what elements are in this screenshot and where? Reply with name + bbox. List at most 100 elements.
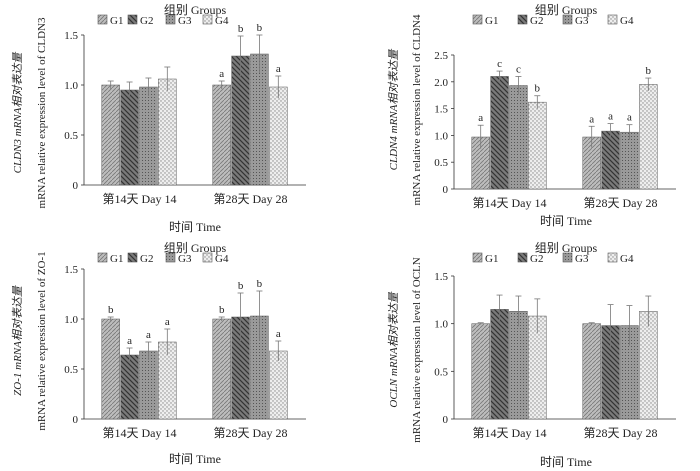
y-tick-label: 0.5	[434, 366, 448, 378]
significance-label: b	[257, 22, 263, 34]
legend-swatch-g1	[97, 14, 108, 25]
y-ticks: 0 0.5 1.0 1.5 2.0 2.5	[434, 50, 676, 196]
category-label: 第14天 Day 14	[473, 426, 547, 440]
bar-g4-0	[158, 78, 177, 186]
legend-swatch-g4	[607, 14, 618, 25]
category-label: 第28天 Day 28	[584, 196, 658, 210]
significance-label: a	[589, 113, 594, 125]
legend-swatch-g2	[127, 14, 138, 25]
chart-panel-zo1: 组别 Groups G1 G2 G3 G4 ZO-1 mRNA相对表达量 mRNA r…	[11, 241, 306, 466]
significance-label: a	[219, 68, 224, 80]
legend-label-g1: G1	[485, 253, 498, 265]
legend-title: 组别 Groups	[535, 3, 598, 17]
bar-g3-0	[139, 350, 158, 420]
y-tick-label: 2.0	[434, 77, 448, 89]
legend-swatch-g1	[472, 14, 483, 25]
y-axis-label-cn: OCLN mRNA相对表达量	[387, 291, 400, 407]
legend-label-g4: G4	[620, 15, 634, 27]
bar-g3-0	[509, 85, 528, 190]
legend-swatch-g2	[517, 252, 528, 263]
y-tick-label: 1.0	[434, 319, 448, 331]
bar-g4-1	[639, 311, 658, 420]
legend-label-g4: G4	[215, 15, 229, 27]
y-axis-label-en: mRNA relative expression level of OCLN	[411, 257, 423, 442]
category-labels: 第14天 Day 14 第28天 Day 28	[103, 426, 288, 440]
bar-g2-0	[120, 89, 139, 186]
significance-label: a	[146, 329, 151, 341]
legend-swatch-g1	[472, 252, 483, 263]
legend-label-g2: G2	[140, 15, 153, 27]
bar-g4-1	[269, 86, 288, 186]
y-tick-label: 1.0	[64, 80, 78, 92]
y-tick-label: 0	[443, 184, 449, 196]
y-axis-label-en: mRNA relative expression level of ZO-1	[36, 251, 48, 430]
bars	[471, 294, 658, 420]
y-tick-label: 2.5	[434, 50, 448, 62]
legend-label-g3: G3	[575, 253, 589, 265]
bar-g2-1	[601, 130, 620, 190]
bar-g2-0	[490, 76, 509, 190]
category-labels: 第14天 Day 14 第28天 Day 28	[103, 192, 288, 206]
legend-label-g4: G4	[215, 253, 229, 265]
y-tick-label: 1.0	[434, 130, 448, 142]
category-label: 第28天 Day 28	[214, 192, 288, 206]
bar-g1-1	[212, 84, 231, 186]
bar-g2-0	[490, 309, 509, 420]
significance-label: a	[127, 335, 132, 347]
category-labels: 第14天 Day 14 第28天 Day 28	[473, 426, 658, 440]
bar-g1-1	[582, 323, 601, 420]
chart-panel-cldn3: 组别 Groups G1 G2 G3 G4 CLDN3 mRNA相对表达量 mRNA …	[11, 3, 306, 234]
significance-label: a	[165, 316, 170, 328]
significance-label: b	[646, 65, 652, 77]
significance-label: b	[535, 83, 541, 95]
legend-swatch-g4	[607, 252, 618, 263]
significance-label: b	[108, 304, 114, 316]
y-tick-label: 1.5	[434, 104, 448, 116]
significance-label: a	[276, 328, 281, 340]
significance-label: c	[497, 58, 502, 70]
x-axis-label: 时间 Time	[169, 220, 221, 234]
legend: G1 G2 G3 G4	[472, 14, 634, 27]
category-label: 第14天 Day 14	[103, 192, 177, 206]
bar-g2-0	[120, 354, 139, 420]
y-tick-label: 0.5	[64, 130, 78, 142]
legend-label-g1: G1	[110, 15, 123, 27]
legend-title: 组别 Groups	[164, 241, 227, 255]
bar-g1-1	[212, 318, 231, 420]
legend-swatch-g2	[127, 252, 138, 263]
bar-g3-1	[620, 131, 639, 190]
bar-g3-1	[250, 53, 269, 186]
bar-g4-1	[269, 350, 288, 420]
bar-g4-0	[528, 101, 547, 190]
y-tick-label: 1.5	[64, 30, 78, 42]
x-axis-label: 时间 Time	[540, 214, 592, 228]
y-tick-label: 0	[443, 414, 449, 426]
bars: a a c a c a b b	[471, 58, 658, 190]
legend-swatch-g3	[562, 252, 573, 263]
y-tick-label: 1.5	[64, 264, 78, 276]
category-label: 第14天 Day 14	[103, 426, 177, 440]
bar-g1-0	[101, 84, 120, 186]
x-axis-label: 时间 Time	[169, 452, 221, 466]
y-tick-label: 0.5	[434, 157, 448, 169]
legend: G1 G2 G3 G4	[97, 14, 229, 27]
chart-panel-ocln: 组别 Groups G1 G2 G3 G4 OCLN mRNA相对表达量 mRNA r…	[387, 241, 676, 469]
category-label: 第28天 Day 28	[584, 426, 658, 440]
significance-label: c	[516, 63, 521, 75]
legend-label-g2: G2	[530, 15, 543, 27]
y-axis-label-cn: ZO-1 mRNA相对表达量	[11, 285, 24, 396]
y-tick-label: 0	[73, 414, 79, 426]
legend-swatch-g3	[562, 14, 573, 25]
legend-swatch-g4	[202, 14, 213, 25]
y-tick-label: 1.0	[64, 314, 78, 326]
bar-g4-1	[639, 84, 658, 190]
bars: b b a b a b a a	[101, 278, 288, 420]
legend-label-g2: G2	[530, 253, 543, 265]
y-axis-label-cn: CLDN4 mRNA相对表达量	[387, 49, 400, 171]
significance-label: b	[238, 280, 244, 292]
legend-label-g2: G2	[140, 253, 153, 265]
bar-g1-0	[101, 318, 120, 420]
y-axis-label-en: mRNA relative expression level of CLDN4	[411, 14, 423, 205]
significance-label: a	[478, 112, 483, 124]
